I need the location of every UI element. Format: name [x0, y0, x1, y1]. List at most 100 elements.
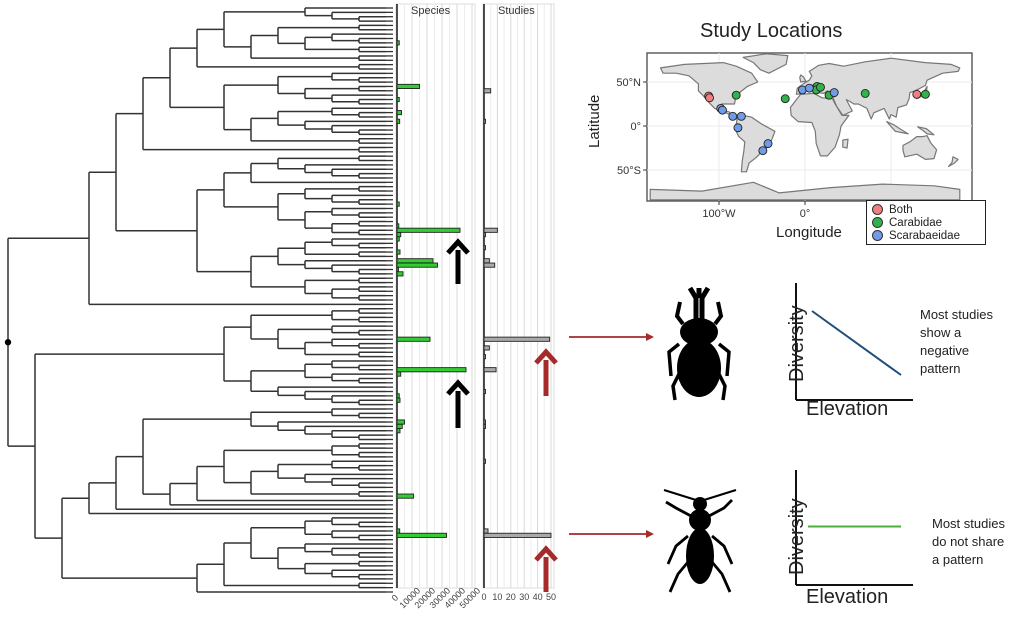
beetle-legs [667, 342, 731, 401]
phylogenetic-tree [4, 7, 393, 593]
bar [396, 393, 400, 399]
landmass-indonesia [886, 120, 909, 135]
map-latitude-label: Latitude [586, 94, 603, 148]
root-node [4, 339, 12, 346]
note-line: do not share [932, 534, 1005, 549]
studies-arrow-2-head [534, 545, 558, 562]
bar [396, 423, 403, 429]
note-line: negative [920, 343, 970, 358]
bar [483, 118, 486, 124]
study-point-carabidae [816, 82, 825, 92]
legend-item-both: Both [872, 203, 980, 216]
bar [396, 227, 461, 233]
bar [483, 262, 496, 268]
bar [483, 245, 486, 251]
beetle-horn [687, 286, 711, 320]
legend-label: Scarabaeidae [889, 229, 960, 242]
bar [483, 423, 486, 429]
legend-label: Carabidae [889, 216, 943, 229]
bar [483, 258, 490, 264]
landmass-uk [799, 74, 807, 83]
study-point-scarabaeidae [758, 146, 768, 156]
beetle-head [693, 497, 707, 511]
landmass-madagascar [842, 138, 849, 149]
beetle-front-legs [674, 301, 724, 326]
species-panel-title: Species [411, 5, 451, 17]
bar [396, 266, 399, 273]
panel-frame [482, 3, 555, 589]
study-point-scarabaeidae [733, 123, 743, 133]
tick-label: 40 [533, 592, 543, 602]
note-line: a pattern [932, 552, 984, 567]
bar [396, 118, 401, 124]
note-line: show a [920, 325, 962, 340]
bar [396, 271, 404, 277]
study-point-carabidae [860, 88, 870, 98]
y-tick-label: 50°N [616, 77, 641, 89]
study-point-both [705, 93, 714, 103]
note-line: Most studies [920, 307, 993, 322]
bar [483, 419, 486, 425]
top-plot-trend-line [811, 310, 902, 376]
bar [396, 201, 400, 207]
bar [396, 83, 420, 89]
arrows [446, 238, 654, 592]
tick-label: 10 [492, 592, 502, 602]
bottom-plot-ylabel: Diversity [786, 498, 808, 575]
bar [396, 232, 402, 238]
bar [483, 232, 486, 238]
ground-beetle-icon [663, 489, 737, 593]
study-point-carabidae [920, 89, 930, 99]
bar [396, 336, 431, 342]
y-tick-label: 0° [630, 121, 641, 133]
bar [483, 88, 492, 94]
link-arrow-carabidae-head [646, 530, 654, 538]
bar [483, 528, 489, 534]
bottom-plot-note: Most studies do not share a pattern [932, 515, 1005, 569]
studies-bar-panel: 0 10 20 30 40 50 [481, 3, 556, 602]
studies-panel-title: Studies [498, 5, 535, 17]
panel-frame [395, 3, 476, 589]
study-point-both [912, 89, 922, 99]
note-line: Most studies [932, 516, 1005, 531]
beetle-abdomen [686, 528, 714, 584]
bar [396, 249, 401, 255]
bar [396, 223, 400, 229]
beetle-thorax [680, 318, 718, 346]
bar [396, 367, 467, 373]
landmass-australia [902, 135, 938, 160]
y-tick-label: 50°S [617, 165, 641, 177]
bar [396, 96, 400, 103]
link-arrow-scarabaeidae-head [646, 333, 654, 341]
rhinoceros-beetle-icon [667, 286, 731, 401]
bar [396, 428, 401, 434]
bar [396, 236, 400, 242]
tick-label: 50 [546, 592, 556, 602]
legend-dot-both [872, 204, 883, 215]
bar [483, 227, 498, 233]
study-locations-map: 100°W 0° 50°N 0° 50°S [616, 52, 973, 220]
bar [396, 40, 400, 46]
tick-label: 0 [390, 593, 401, 604]
bar [396, 110, 402, 116]
beetle-silhouettes [663, 286, 737, 593]
tick-label: 30 [519, 592, 529, 602]
bar [396, 258, 434, 264]
landmass-south-america [734, 114, 776, 173]
legend-dot-carabidae [872, 217, 883, 228]
species-arrow-2-head [446, 379, 470, 396]
species-arrow-1-head [446, 238, 470, 255]
legend-label: Both [889, 203, 913, 216]
beetle-thorax [689, 509, 711, 531]
bar [483, 345, 490, 351]
studies-arrow-1-head [534, 348, 558, 365]
top-plot-ylabel: Diversity [786, 305, 808, 382]
landmass-new-guinea [917, 126, 935, 136]
bar [396, 528, 401, 534]
beetle-antennae [663, 489, 737, 501]
bar [396, 397, 401, 403]
bar [483, 354, 486, 360]
map-longitude-label: Longitude [776, 224, 842, 241]
